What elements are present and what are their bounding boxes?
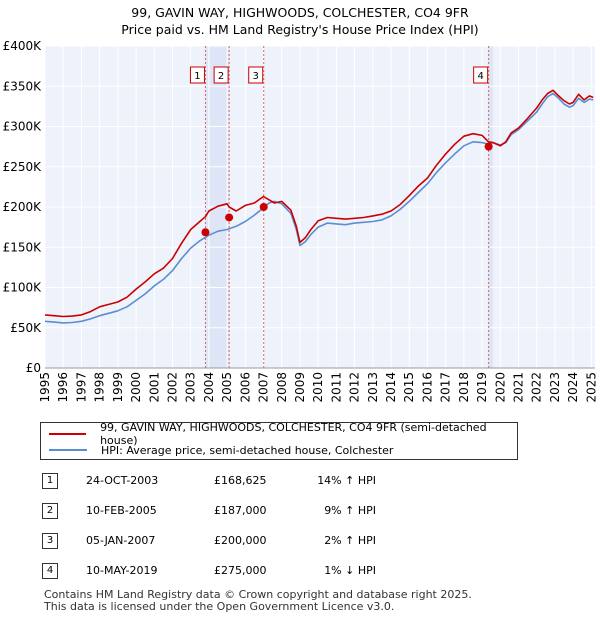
x-tick-label: 2024: [566, 372, 580, 403]
table-row: 4 10-MAY-2019 £275,000 1% ↓ HPI: [40, 562, 580, 582]
x-tick-label: 2022: [530, 372, 544, 403]
x-tick-label: 2020: [493, 372, 507, 403]
x-tick-label: 1998: [93, 372, 107, 403]
x-tick-label: 2013: [366, 372, 380, 403]
sale-number-box: [248, 66, 264, 84]
sale-price: £168,625: [214, 474, 267, 487]
sale-number-box: [189, 66, 205, 84]
y-tick-label: £150K: [3, 240, 43, 254]
y-tick-label: £300K: [3, 120, 43, 134]
x-tick-label: 2012: [348, 372, 362, 403]
chart-title-line2: Price paid vs. HM Land Registry's House …: [121, 22, 479, 37]
x-tick-label: 2018: [457, 372, 471, 403]
x-tick-label: 2011: [329, 372, 343, 403]
x-tick-label: 2023: [548, 372, 562, 403]
x-tick-label: 2002: [165, 372, 179, 403]
legend-hpi-label: HPI: Average price, semi-detached house,…: [101, 443, 394, 457]
x-tick-label: 2000: [129, 372, 143, 403]
footer-line-1: Contains HM Land Registry data © Crown c…: [44, 588, 472, 601]
sale-number-badge: 4: [42, 563, 58, 579]
sale-number-badge: 1: [42, 473, 58, 489]
sale-number-badge: 3: [42, 533, 58, 549]
table-row: 1 24-OCT-2003 £168,625 14% ↑ HPI: [40, 472, 580, 492]
sale-point: [484, 142, 493, 151]
sale-date: 10-MAY-2019: [86, 564, 158, 577]
x-tick-label: 2015: [402, 372, 416, 403]
x-tick-label: 2025: [584, 372, 598, 403]
x-tick-label: 2001: [147, 372, 161, 403]
y-tick-label: £200K: [3, 200, 43, 214]
sale-price: £200,000: [214, 534, 267, 547]
x-tick-label: 2003: [184, 372, 198, 403]
sale-hpi-diff: 14% ↑ HPI: [317, 474, 376, 487]
sale-price: £187,000: [214, 504, 267, 517]
x-tick-label: 2016: [420, 372, 434, 403]
x-tick-label: 1997: [74, 372, 88, 403]
x-tick-label: 2014: [384, 372, 398, 403]
chart-legend: 99, GAVIN WAY, HIGHWOODS, COLCHESTER, CO…: [40, 421, 518, 460]
table-row: 3 05-JAN-2007 £200,000 2% ↑ HPI: [40, 532, 580, 552]
sale-number-box: [473, 66, 489, 84]
x-tick-label: 2008: [275, 372, 289, 403]
x-tick-label: 2019: [475, 372, 489, 403]
legend-property-label: 99, GAVIN WAY, HIGHWOODS, COLCHESTER, CO…: [100, 421, 487, 447]
series-line: [44, 89, 594, 318]
table-row: 2 10-FEB-2005 £187,000 9% ↑ HPI: [40, 502, 580, 522]
sale-number-label: 1: [194, 71, 200, 82]
sale-number-label: 3: [253, 71, 259, 82]
x-tick-label: 2009: [293, 372, 307, 403]
y-tick-label: £250K: [3, 160, 43, 174]
sale-number-badge: 2: [42, 503, 58, 519]
sale-point: [201, 228, 210, 237]
sale-hpi-diff: 2% ↑ HPI: [324, 534, 376, 547]
chart-title-line1: 99, GAVIN WAY, HIGHWOODS, COLCHESTER, CO…: [131, 5, 469, 20]
x-tick-label: 2007: [257, 372, 271, 403]
legend-item-hpi: HPI: Average price, semi-detached house,…: [49, 442, 393, 458]
y-tick-label: £100K: [3, 281, 43, 295]
series-line: [44, 92, 594, 324]
y-tick-label: £400K: [3, 39, 43, 53]
legend-hpi-swatch: [49, 449, 87, 451]
footer-line-2: This data is licensed under the Open Gov…: [44, 600, 395, 613]
x-tick-label: 2006: [238, 372, 252, 403]
sale-hpi-diff: 1% ↓ HPI: [324, 564, 376, 577]
sale-date: 10-FEB-2005: [86, 504, 157, 517]
sale-date: 24-OCT-2003: [86, 474, 159, 487]
x-tick-label: 2021: [512, 372, 526, 403]
sale-date: 05-JAN-2007: [86, 534, 156, 547]
price-chart: 1 2 3 4 £0 £50K £100K £150K £200K £250K £300K £350K…: [3, 39, 599, 403]
legend-property-swatch: [49, 433, 87, 435]
footer-attribution: Contains HM Land Registry data © Crown c…: [44, 589, 472, 613]
sale-price: £275,000: [214, 564, 267, 577]
sale-point: [225, 213, 234, 222]
y-tick-label: £0: [26, 361, 41, 375]
x-tick-label: 1996: [56, 372, 70, 403]
sale-number-box: [213, 66, 229, 84]
sale-number-label: 2: [218, 71, 224, 82]
x-tick-label: 2010: [311, 372, 325, 403]
sale-hpi-diff: 9% ↑ HPI: [324, 504, 376, 517]
sale-point: [259, 203, 268, 211]
y-tick-label: £350K: [3, 79, 43, 93]
y-tick-label: £50K: [10, 321, 42, 335]
x-tick-label: 1999: [111, 372, 125, 403]
x-tick-label: 2004: [202, 372, 216, 403]
x-tick-label: 2017: [439, 372, 453, 403]
x-tick-label: 2005: [220, 372, 234, 403]
x-tick-label: 1995: [38, 372, 52, 403]
legend-item-property: 99, GAVIN WAY, HIGHWOODS, COLCHESTER, CO…: [49, 421, 517, 447]
sale-number-label: 4: [477, 71, 483, 82]
